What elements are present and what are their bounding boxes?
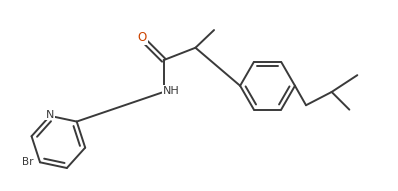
Text: O: O — [138, 31, 147, 44]
Text: N: N — [46, 109, 54, 120]
Text: NH: NH — [163, 86, 180, 96]
Text: Br: Br — [22, 157, 33, 167]
